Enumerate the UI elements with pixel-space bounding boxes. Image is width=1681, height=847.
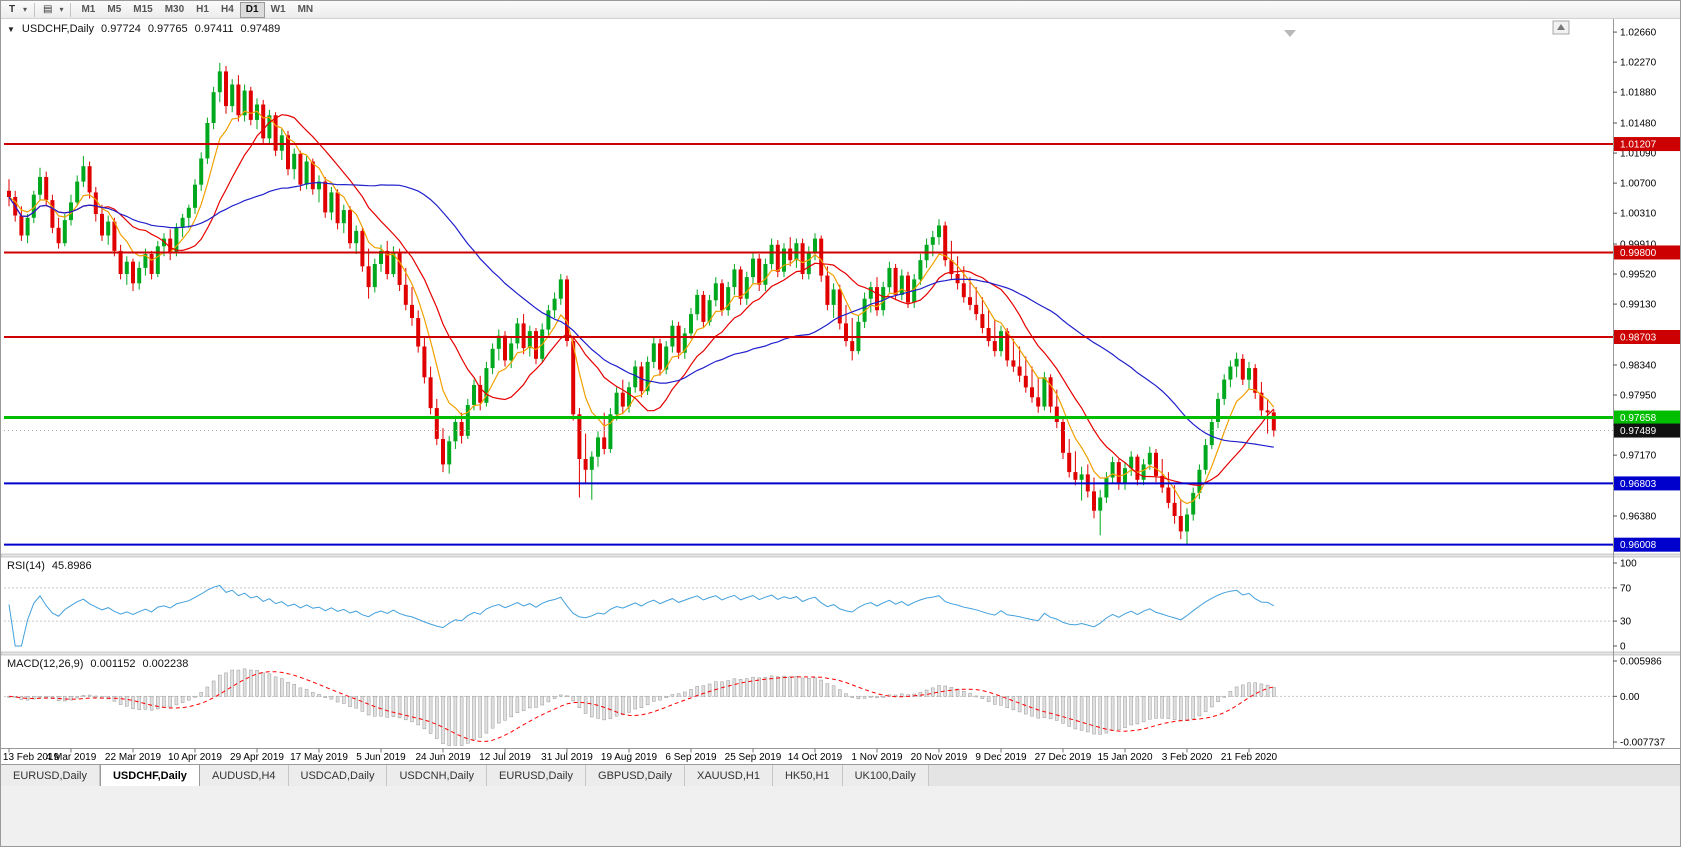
macd-indicator-label: MACD(12,26,9) 0.001152 0.002238: [7, 658, 188, 670]
tab-gbpusd-daily[interactable]: GBPUSD,Daily: [586, 765, 685, 786]
timeframe-d1-button[interactable]: D1: [239, 1, 265, 18]
chart-type-button[interactable]: ▤: [39, 2, 56, 18]
toolbar-divider: [70, 2, 72, 17]
svg-text:29 Apr 2019: 29 Apr 2019: [230, 752, 284, 763]
tab-xauusd-h1[interactable]: XAUUSD,H1: [684, 765, 773, 786]
tab-usdchf-daily[interactable]: USDCHF,Daily: [99, 765, 200, 786]
svg-text:100: 100: [1620, 559, 1637, 570]
svg-text:27 Dec 2019: 27 Dec 2019: [1035, 752, 1092, 763]
ohlc-high: 0.97765: [147, 23, 188, 35]
macd-signal-value: 0.002238: [142, 658, 189, 670]
tab-usdcad-daily[interactable]: USDCAD,Daily: [288, 765, 388, 786]
svg-text:17 May 2019: 17 May 2019: [290, 752, 348, 763]
svg-text:0.99130: 0.99130: [1620, 300, 1657, 311]
chart-symbol-label: ▼ USDCHF,Daily 0.97724 0.97765 0.97411 0…: [7, 23, 280, 35]
timeframe-m5-button[interactable]: M5: [101, 2, 127, 18]
timeframe-mn-button[interactable]: MN: [292, 2, 320, 18]
svg-text:0.97489: 0.97489: [1620, 426, 1657, 437]
symbol-period-text: USDCHF,Daily: [21, 23, 95, 35]
tab-audusd-h4[interactable]: AUDUSD,H4: [199, 765, 289, 786]
svg-text:0.96803: 0.96803: [1620, 479, 1657, 490]
price-chart-canvas[interactable]: 1.02660 1.02270 1.01880 1.01480 1.01090 1.007…: [1, 19, 1680, 764]
chart-region: 1.02660 1.02270 1.01880 1.01480 1.01090 1.007…: [1, 19, 1680, 764]
svg-text:1.00700: 1.00700: [1620, 179, 1657, 190]
svg-text:6 Sep 2019: 6 Sep 2019: [665, 752, 717, 763]
caret-down-icon[interactable]: ▾: [20, 2, 30, 18]
triangle-down-icon: ▼: [7, 24, 15, 34]
svg-text:4 Mar 2019: 4 Mar 2019: [46, 752, 97, 763]
svg-text:0.97170: 0.97170: [1620, 451, 1657, 462]
svg-text:21 Feb 2020: 21 Feb 2020: [1221, 752, 1278, 763]
svg-text:10 Apr 2019: 10 Apr 2019: [168, 752, 222, 763]
timeframe-m15-button[interactable]: M15: [127, 2, 158, 18]
svg-text:0.96380: 0.96380: [1620, 512, 1657, 523]
svg-text:0: 0: [1620, 642, 1626, 653]
macd-name: MACD(12,26,9): [7, 658, 84, 670]
svg-text:22 Mar 2019: 22 Mar 2019: [105, 752, 162, 763]
svg-text:0.97950: 0.97950: [1620, 391, 1657, 402]
svg-text:1.01480: 1.01480: [1620, 119, 1657, 130]
svg-text:1.01880: 1.01880: [1620, 88, 1657, 99]
svg-text:25 Sep 2019: 25 Sep 2019: [725, 752, 782, 763]
svg-text:15 Jan 2020: 15 Jan 2020: [1097, 752, 1152, 763]
timeframe-m1-button[interactable]: M1: [75, 2, 101, 18]
svg-text:0.00: 0.00: [1620, 692, 1640, 703]
tab-usdcnh-daily[interactable]: USDCNH,Daily: [387, 765, 488, 786]
svg-text:24 Jun 2019: 24 Jun 2019: [415, 752, 470, 763]
status-strip: [1, 786, 1680, 846]
svg-text:0.99520: 0.99520: [1620, 270, 1657, 281]
svg-text:1.02270: 1.02270: [1620, 58, 1657, 69]
top-toolbar: T ▾ ▤ ▾ M1 M5 M15 M30 H1 H4 D1 W1 MN: [1, 1, 1680, 19]
svg-text:12 Jul 2019: 12 Jul 2019: [479, 752, 531, 763]
caret-down-icon[interactable]: ▾: [56, 2, 66, 18]
macd-main-value: 0.001152: [90, 658, 136, 670]
toolbar-divider: [34, 2, 35, 17]
tab-eurusd-daily-1[interactable]: EURUSD,Daily: [1, 765, 100, 786]
tab-eurusd-daily-2[interactable]: EURUSD,Daily: [487, 765, 587, 786]
svg-text:1.01207: 1.01207: [1620, 140, 1657, 151]
text-tool-button[interactable]: T: [4, 2, 20, 18]
svg-text:0.97658: 0.97658: [1620, 413, 1657, 424]
timeframe-h4-button[interactable]: H4: [215, 2, 240, 18]
ohlc-open: 0.97724: [101, 23, 141, 35]
ohlc-low: 0.97411: [194, 23, 234, 35]
svg-text:0.96008: 0.96008: [1620, 540, 1657, 551]
svg-text:1.02660: 1.02660: [1620, 28, 1657, 39]
svg-text:1.00310: 1.00310: [1620, 209, 1657, 220]
svg-text:0.005986: 0.005986: [1620, 657, 1662, 668]
svg-text:0.98703: 0.98703: [1620, 333, 1657, 344]
svg-text:1 Nov 2019: 1 Nov 2019: [851, 752, 903, 763]
svg-text:0.98340: 0.98340: [1620, 360, 1657, 371]
svg-text:30: 30: [1620, 617, 1632, 628]
svg-text:13 Feb 2019: 13 Feb 2019: [3, 752, 60, 763]
ohlc-close: 0.97489: [240, 23, 281, 35]
svg-text:70: 70: [1620, 583, 1632, 594]
rsi-name: RSI(14): [7, 560, 45, 572]
timeframe-m30-button[interactable]: M30: [159, 2, 190, 18]
svg-text:9 Dec 2019: 9 Dec 2019: [975, 752, 1027, 763]
rsi-indicator-label: RSI(14) 45.8986: [7, 560, 92, 572]
svg-text:1.01090: 1.01090: [1620, 149, 1657, 160]
tab-uk100-daily[interactable]: UK100,Daily: [842, 765, 929, 786]
svg-text:5 Jun 2019: 5 Jun 2019: [356, 752, 406, 763]
svg-text:14 Oct 2019: 14 Oct 2019: [788, 752, 843, 763]
rsi-value: 45.8986: [51, 560, 92, 572]
svg-text:0.99910: 0.99910: [1620, 239, 1657, 250]
svg-text:20 Nov 2019: 20 Nov 2019: [911, 752, 968, 763]
timeframe-h1-button[interactable]: H1: [190, 2, 215, 18]
tab-hk50-h1[interactable]: HK50,H1: [772, 765, 843, 786]
svg-text:-0.007737: -0.007737: [1620, 738, 1665, 749]
timeframe-w1-button[interactable]: W1: [265, 2, 292, 18]
svg-text:0.99800: 0.99800: [1620, 248, 1657, 259]
chart-tab-bar: EURUSD,Daily USDCHF,Daily AUDUSD,H4 USDC…: [1, 764, 1680, 786]
svg-text:31 Jul 2019: 31 Jul 2019: [541, 752, 593, 763]
svg-text:3 Feb 2020: 3 Feb 2020: [1162, 752, 1213, 763]
svg-text:19 Aug 2019: 19 Aug 2019: [601, 752, 658, 763]
